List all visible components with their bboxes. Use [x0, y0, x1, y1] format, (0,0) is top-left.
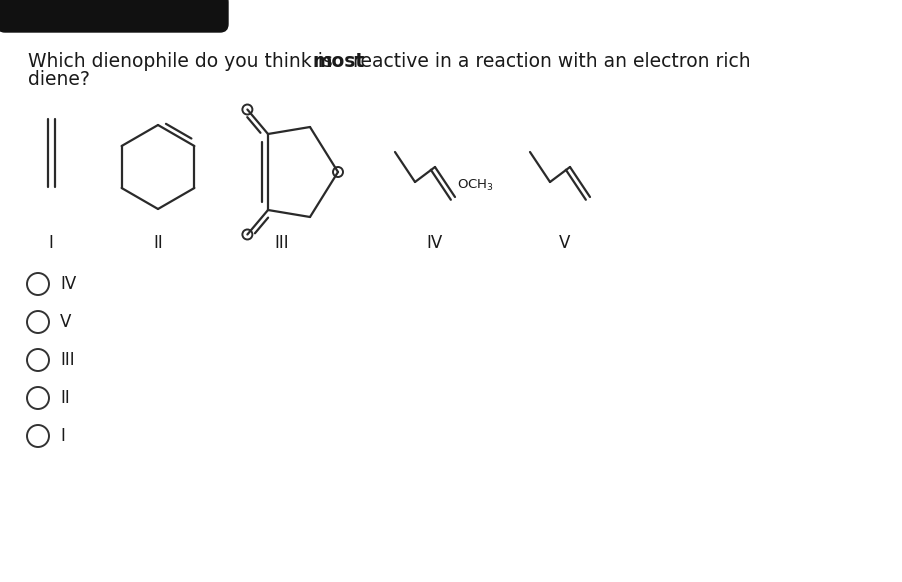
Text: IV: IV	[427, 234, 443, 252]
Text: IV: IV	[60, 275, 77, 293]
Text: most: most	[313, 52, 365, 71]
Text: reactive in a reaction with an electron rich: reactive in a reaction with an electron …	[347, 52, 750, 71]
Text: II: II	[60, 389, 69, 407]
Text: diene?: diene?	[28, 70, 90, 89]
Text: II: II	[153, 234, 163, 252]
FancyBboxPatch shape	[0, 0, 228, 32]
Text: I: I	[49, 234, 53, 252]
Text: III: III	[275, 234, 290, 252]
Text: V: V	[559, 234, 571, 252]
Text: Which dienophile do you think is: Which dienophile do you think is	[28, 52, 339, 71]
Text: V: V	[60, 313, 71, 331]
Text: III: III	[60, 351, 75, 369]
Text: I: I	[60, 427, 65, 445]
Text: $\mathregular{OCH_3}$: $\mathregular{OCH_3}$	[457, 178, 494, 193]
